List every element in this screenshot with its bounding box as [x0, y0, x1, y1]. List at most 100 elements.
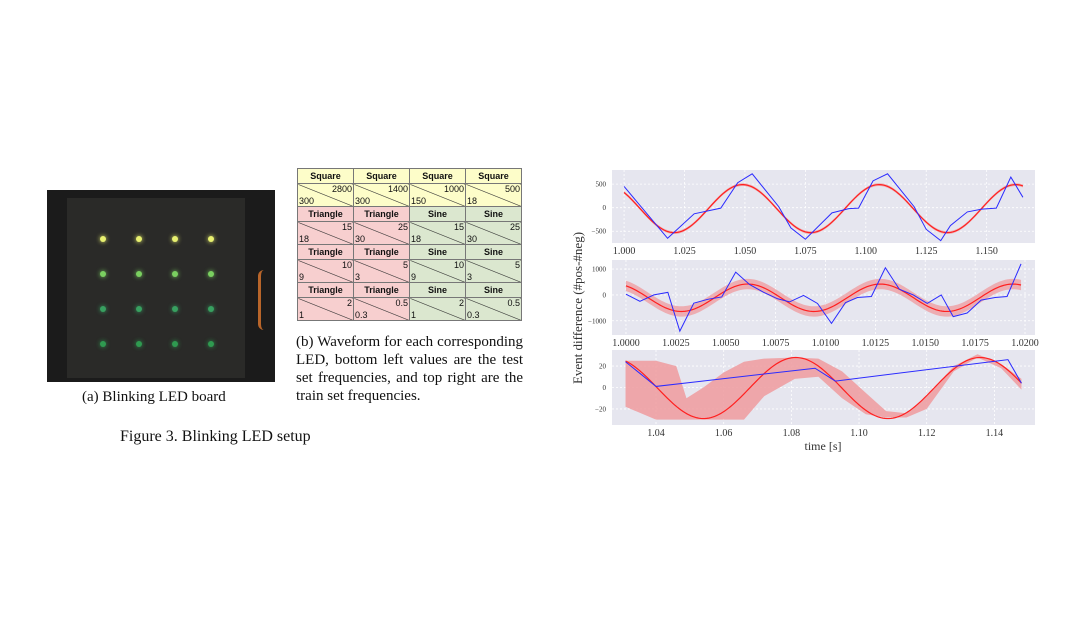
led [100, 341, 106, 347]
x-tick-label: 1.0075 [762, 338, 790, 349]
frequency-cell: 2800 300 [297, 183, 354, 207]
led [136, 236, 142, 242]
x-tick-label: 1.025 [673, 246, 696, 257]
uncertainty-band [625, 354, 1022, 420]
test-frequency: 1 [299, 310, 305, 320]
x-tick-label: 1.075 [794, 246, 817, 257]
frequency-cell: 15 18 [409, 221, 466, 245]
x-tick-label: 1.06 [715, 428, 733, 439]
frequency-cell: 1400 300 [353, 183, 410, 207]
waveform-label: Triangle [297, 206, 354, 222]
train-frequency: 1000 [443, 184, 464, 194]
waveform-label: Sine [409, 282, 466, 298]
led [208, 271, 214, 277]
test-frequency: 9 [299, 272, 305, 282]
led [172, 341, 178, 347]
frequency-cell: 10 9 [297, 259, 354, 283]
frequency-cell: 0.5 0.3 [353, 297, 410, 321]
x-tick-label: 1.0025 [662, 338, 690, 349]
waveform-label: Sine [409, 244, 466, 260]
x-tick-label: 1.150 [975, 246, 998, 257]
train-frequency: 10 [341, 260, 352, 270]
x-tick-label: 1.0000 [612, 338, 640, 349]
chart-panel-2: 1.0000 1.0025 1.0050 1.0075 1.0100 1.0125 1.01… [588, 260, 1039, 349]
test-frequency: 18 [411, 234, 422, 244]
fit-line [625, 356, 1022, 420]
caption-b: (b) Waveform for each corresponding LED,… [296, 334, 523, 404]
y-tick-label: −1000 [588, 317, 606, 325]
test-frequency: 18 [467, 196, 478, 206]
x-tick-label: 1.14 [986, 428, 1004, 439]
y-tick-label: 0 [603, 384, 607, 392]
led [172, 306, 178, 312]
test-frequency: 300 [355, 196, 371, 206]
test-frequency: 150 [411, 196, 427, 206]
frequency-cell: 10 9 [409, 259, 466, 283]
frequency-cell: 0.5 0.3 [465, 297, 522, 321]
led [208, 306, 214, 312]
train-frequency: 2800 [331, 184, 352, 194]
train-frequency: 1400 [387, 184, 408, 194]
waveform-label: Sine [465, 282, 522, 298]
x-tick-label: 1.0150 [912, 338, 940, 349]
y-tick-label: −20 [595, 405, 606, 413]
waveform-label: Sine [465, 206, 522, 222]
waveform-label: Square [297, 168, 354, 184]
led-waveform-table: Square Square Square Square 2800 300 1400 300 10… [297, 168, 522, 321]
y-tick-label: 20 [599, 363, 607, 371]
train-frequency: 25 [397, 222, 408, 232]
test-frequency: 3 [467, 272, 473, 282]
test-frequency: 0.3 [467, 310, 480, 320]
frequency-cell: 1000 150 [409, 183, 466, 207]
train-frequency: 500 [504, 184, 520, 194]
event-line [625, 263, 1022, 333]
train-frequency: 2 [346, 298, 352, 308]
event-line [625, 359, 1022, 387]
waveform-label: Square [409, 168, 466, 184]
led [136, 306, 142, 312]
y-tick-label: −500 [592, 228, 607, 236]
led [100, 271, 106, 277]
train-frequency: 0.5 [507, 298, 520, 308]
plot-area [612, 260, 1035, 335]
train-frequency: 15 [341, 222, 352, 232]
x-axis-label: time [s] [805, 439, 842, 453]
x-tick-label: 1.0100 [812, 338, 840, 349]
event-line [623, 173, 1024, 242]
led-board [67, 198, 245, 378]
x-tick-label: 1.0125 [862, 338, 890, 349]
y-tick-label: 500 [596, 181, 607, 189]
test-frequency: 300 [299, 196, 315, 206]
waveform-label: Triangle [297, 244, 354, 260]
x-tick-label: 1.0200 [1011, 338, 1039, 349]
train-frequency: 25 [509, 222, 520, 232]
test-frequency: 0.3 [355, 310, 368, 320]
x-tick-label: 1.04 [647, 428, 665, 439]
led [100, 236, 106, 242]
led [136, 341, 142, 347]
waveform-label: Triangle [353, 206, 410, 222]
x-tick-label: 1.12 [918, 428, 936, 439]
caption-a: (a) Blinking LED board [82, 389, 226, 405]
waveform-label: Triangle [353, 244, 410, 260]
event-difference-charts: 1.000 1.025 1.050 1.075 1.100 1.125 1.1505000−… [588, 170, 1039, 453]
waveform-label: Square [353, 168, 410, 184]
fit-line [625, 283, 1022, 313]
x-tick-label: 1.08 [783, 428, 801, 439]
led [136, 271, 142, 277]
led-board-photo [47, 190, 275, 382]
y-tick-label: 0 [603, 291, 607, 299]
frequency-cell: 500 18 [465, 183, 522, 207]
uncertainty-band [624, 183, 1023, 235]
x-tick-label: 1.0050 [712, 338, 740, 349]
waveform-label: Triangle [297, 282, 354, 298]
figure-caption: Figure 3. Blinking LED setup [120, 428, 311, 445]
x-tick-label: 1.0175 [961, 338, 989, 349]
chart-panel-1: 1.000 1.025 1.050 1.075 1.100 1.125 1.150 500 0 −… [592, 170, 1035, 257]
test-frequency: 30 [355, 234, 366, 244]
test-frequency: 9 [411, 272, 417, 282]
